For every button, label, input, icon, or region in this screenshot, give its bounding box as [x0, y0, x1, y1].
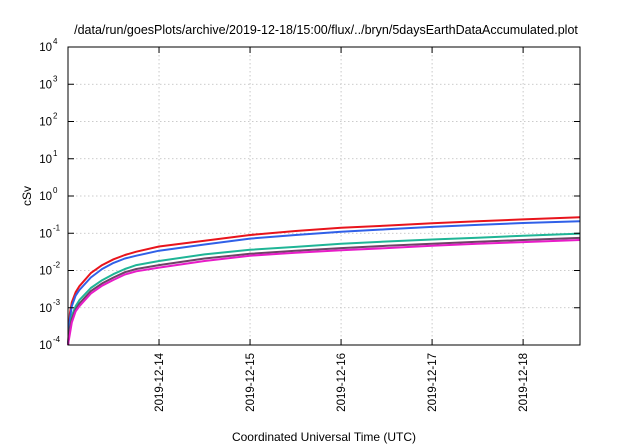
- y-tick-label: 10: [39, 154, 52, 166]
- y-tick-label: 10: [39, 42, 52, 54]
- y-tick-exponent: 3: [53, 74, 58, 83]
- series-line-5: [67, 239, 581, 346]
- series-line-2: [67, 220, 581, 346]
- y-tick-label: 10: [39, 191, 52, 203]
- y-tick-exponent: -1: [53, 223, 61, 232]
- series-layer: [67, 216, 581, 346]
- y-tick-label: 10: [39, 266, 52, 278]
- y-tick-label: 10: [39, 340, 52, 352]
- y-tick-exponent: -2: [53, 261, 61, 270]
- chart-title: /data/run/goesPlots/archive/2019-12-18/1…: [74, 23, 578, 37]
- series-line-1: [67, 216, 581, 346]
- y-tick-label: 10: [39, 228, 52, 240]
- x-tick-label: 2019-12-17: [427, 353, 439, 412]
- series-line-4: [67, 236, 581, 346]
- y-tick-exponent: 4: [53, 37, 58, 46]
- y-tick-label: 10: [39, 117, 52, 129]
- x-axis: 2019-12-14 2019-12-15 2019-12-16 2019-12-17…: [154, 47, 530, 412]
- y-tick-exponent: -3: [53, 298, 61, 307]
- y-tick-exponent: 2: [53, 112, 58, 121]
- x-tick-label: 2019-12-15: [245, 353, 257, 412]
- series-line-3: [67, 232, 581, 346]
- y-axis-label: cSv: [20, 186, 34, 206]
- y-tick-exponent: 0: [53, 186, 58, 195]
- x-tick-label: 2019-12-14: [154, 352, 166, 411]
- y-tick-exponent: 1: [53, 149, 58, 158]
- x-tick-label: 2019-12-16: [336, 353, 348, 412]
- grid: [68, 46, 580, 346]
- x-axis-label: Coordinated Universal Time (UTC): [232, 430, 416, 444]
- y-tick-label: 10: [39, 303, 52, 315]
- x-tick-label: 2019-12-18: [518, 353, 530, 412]
- y-tick-exponent: -4: [53, 335, 61, 344]
- y-tick-label: 10: [39, 79, 52, 91]
